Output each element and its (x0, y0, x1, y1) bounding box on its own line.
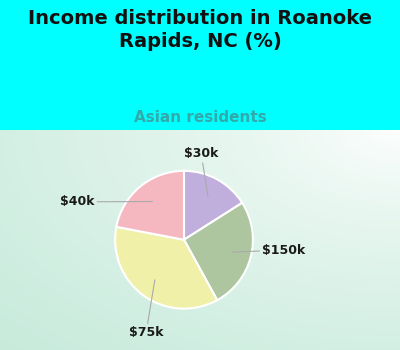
Text: $30k: $30k (184, 147, 218, 196)
Wedge shape (116, 171, 184, 240)
Wedge shape (184, 203, 253, 300)
Text: $75k: $75k (129, 280, 163, 339)
Text: Asian residents: Asian residents (134, 110, 266, 125)
Text: Income distribution in Roanoke
Rapids, NC (%): Income distribution in Roanoke Rapids, N… (28, 9, 372, 51)
Wedge shape (115, 227, 217, 309)
Text: $150k: $150k (232, 244, 306, 257)
Wedge shape (184, 171, 242, 240)
Text: $40k: $40k (60, 195, 152, 208)
